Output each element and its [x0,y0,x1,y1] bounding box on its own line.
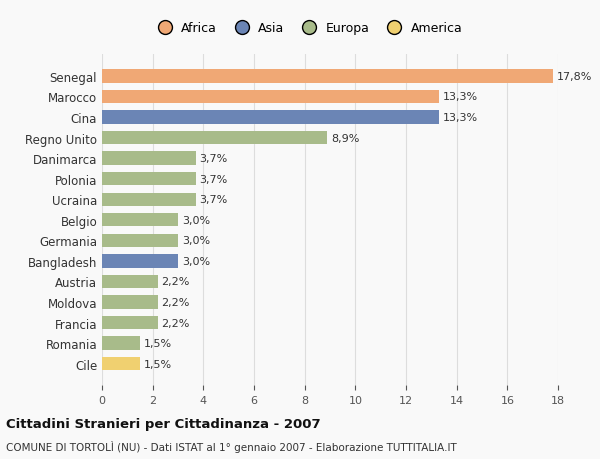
Text: 3,7%: 3,7% [200,195,228,205]
Text: 3,0%: 3,0% [182,215,210,225]
Bar [102,90,439,104]
Text: 8,9%: 8,9% [331,133,359,143]
Bar [102,296,158,309]
Text: 3,0%: 3,0% [182,236,210,246]
Bar [102,275,158,289]
Text: 17,8%: 17,8% [557,72,592,82]
Bar [102,193,196,207]
Text: 3,7%: 3,7% [200,174,228,185]
Text: 2,2%: 2,2% [161,297,190,308]
Text: COMUNE DI TORTOLÌ (NU) - Dati ISTAT al 1° gennaio 2007 - Elaborazione TUTTITALIA: COMUNE DI TORTOLÌ (NU) - Dati ISTAT al 1… [6,440,457,452]
Text: 1,5%: 1,5% [144,359,172,369]
Text: Cittadini Stranieri per Cittadinanza - 2007: Cittadini Stranieri per Cittadinanza - 2… [6,417,320,430]
Text: 1,5%: 1,5% [144,338,172,348]
Text: 13,3%: 13,3% [443,113,478,123]
Text: 3,7%: 3,7% [200,154,228,164]
Bar [102,316,158,330]
Bar [102,337,140,350]
Bar [102,234,178,247]
Bar [102,173,196,186]
Text: 2,2%: 2,2% [161,277,190,287]
Bar [102,70,553,84]
Text: 3,0%: 3,0% [182,256,210,266]
Bar [102,255,178,268]
Bar [102,111,439,124]
Legend: Africa, Asia, Europa, America: Africa, Asia, Europa, America [148,18,466,39]
Text: 2,2%: 2,2% [161,318,190,328]
Bar [102,213,178,227]
Bar [102,152,196,165]
Text: 13,3%: 13,3% [443,92,478,102]
Bar [102,357,140,370]
Bar [102,132,328,145]
